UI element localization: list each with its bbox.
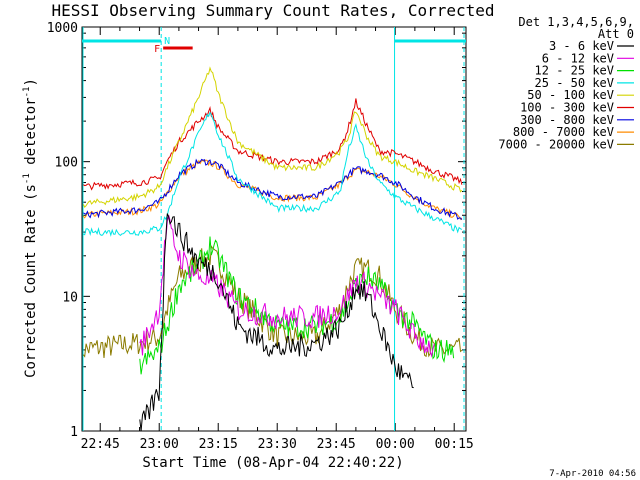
legend-entry-label: 100 - 300 keV (520, 101, 614, 115)
y-tick-label: 1 (70, 425, 78, 440)
plot-frame (81, 26, 467, 432)
legend-entry-label: 50 - 100 keV (527, 88, 614, 102)
x-axis-label: Start Time (08-Apr-04 22:40:22) (142, 455, 403, 471)
legend-header-line-2: Att 0 (598, 27, 634, 41)
x-tick-label: 23:00 (140, 437, 179, 452)
series-line-7 (82, 159, 463, 221)
chart-title: HESSI Observing Summary Count Rates, Cor… (51, 1, 494, 20)
y-axis-label-sup1: -1 (22, 173, 32, 184)
x-tick-label: 23:15 (199, 437, 238, 452)
series-line-4 (82, 66, 463, 208)
series-line-2 (139, 236, 455, 375)
series-line-3 (83, 111, 463, 237)
series-line-1 (139, 215, 435, 358)
legend-entry-label: 25 - 50 keV (535, 76, 614, 90)
legend-entry-label: 12 - 25 keV (535, 64, 614, 78)
y-axis-label-mid: detector (23, 97, 39, 173)
y-axis-label-end: ) (23, 78, 39, 86)
y-tick-label: 1000 (47, 21, 78, 36)
y-axis-label-main: Corrected Count Rate (s (23, 184, 39, 378)
legend-entry-label: 800 - 7000 keV (513, 125, 614, 139)
legend-entry-label: 300 - 800 keV (520, 113, 614, 127)
x-tick-label: 00:00 (376, 437, 415, 452)
y-axis-label-sup2: -1 (22, 87, 32, 98)
legend-entry-label: 6 - 12 keV (542, 51, 614, 65)
series-line-0 (139, 213, 414, 432)
legend-entry-label: 7000 - 20000 keV (498, 137, 614, 151)
x-tick-label: 00:15 (435, 437, 474, 452)
series-line-5 (83, 98, 463, 191)
x-tick-label: 23:45 (317, 437, 356, 452)
flag-label-F: F (154, 44, 160, 55)
flag-label-N: N (164, 36, 170, 47)
y-axis-label: Corrected Count Rate (s-1 detector-1) (22, 78, 39, 378)
y-tick-label: 10 (62, 290, 78, 305)
footer-timestamp: 7-Apr-2010 04:56 (549, 469, 636, 479)
plot-area: 1 10 100 1000 22:45 23:00 23:15 23:30 23:45 00:00… (47, 21, 474, 452)
series-line-6 (83, 158, 463, 221)
x-tick-label: 22:45 (81, 437, 120, 452)
x-tick-label: 23:30 (258, 437, 297, 452)
legend-header-line-1: Det 1,3,4,5,6,9, (518, 15, 634, 29)
legend-entry-label: 3 - 6 keV (549, 39, 614, 53)
y-tick-label: 100 (55, 156, 78, 171)
